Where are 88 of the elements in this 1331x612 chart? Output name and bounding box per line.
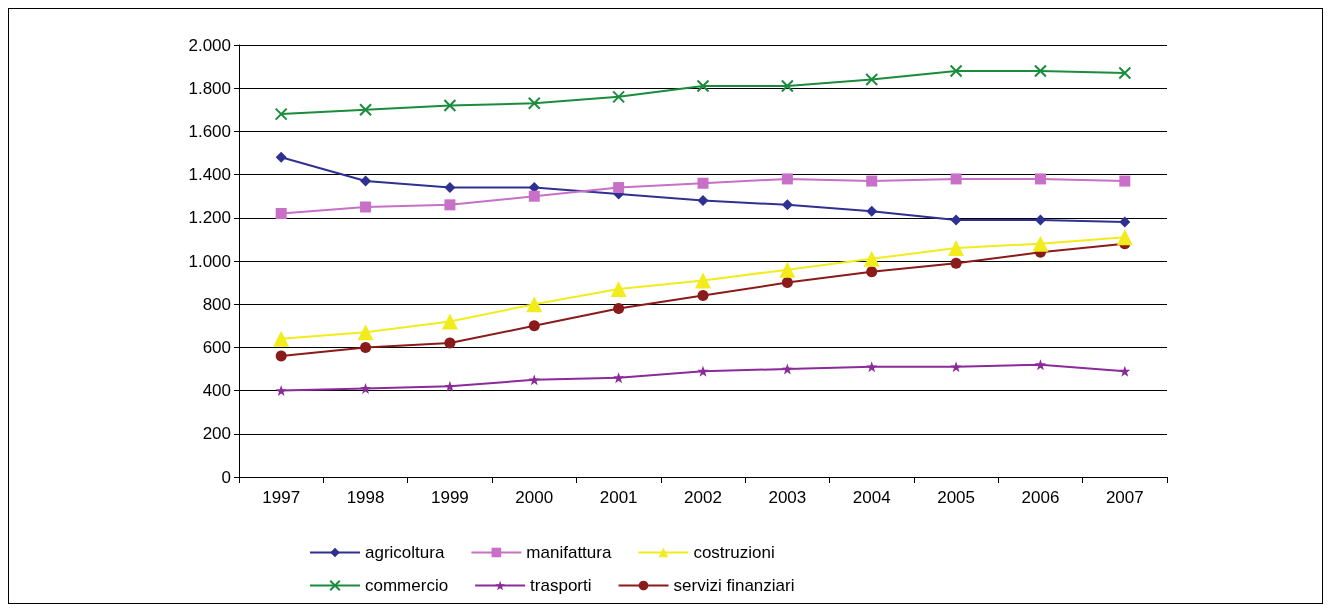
point [275,151,287,163]
point [950,173,962,185]
legend-label: servizi finanziari [673,576,795,595]
point [528,374,540,386]
point [1033,64,1047,78]
x-tick-label: 2006 [1021,488,1060,507]
point [950,361,962,373]
legend-label: manifattura [526,543,612,562]
point [781,173,793,185]
point [1118,66,1132,80]
point [780,79,794,93]
point [1032,235,1049,252]
point [863,250,880,267]
legend-label: costruzioni [693,543,775,562]
point [527,96,541,110]
x-tick-label: 2003 [768,488,807,507]
point [779,261,796,278]
x-tick-label: 2001 [599,488,638,507]
x-tick-label: 2007 [1105,488,1144,507]
y-tick-label: 1.200 [188,208,231,228]
point [866,175,878,187]
y-tick-label: 1.000 [188,251,231,271]
point [360,382,372,394]
y-tick-label: 1.400 [188,165,231,185]
x-tick-label: 2004 [852,488,891,507]
point [357,324,374,341]
point [613,182,625,194]
legend-label: agricoltura [365,543,445,562]
legend-label: trasporti [530,576,592,595]
y-tick-label: 0 [221,467,231,487]
point [781,363,793,375]
point [441,313,458,330]
point [1119,175,1131,187]
point [613,372,625,384]
y-tick-label: 400 [202,381,231,401]
point [948,240,965,257]
x-tick-label: 2005 [937,488,975,507]
point [360,201,372,213]
point [866,266,878,278]
point [275,350,287,362]
point [949,64,963,78]
point [950,214,962,226]
point [1034,173,1046,185]
point [613,303,625,315]
point [781,199,793,211]
x-tick-label: 1999 [431,488,469,507]
x-tick-label: 2000 [515,488,554,507]
point [697,177,709,189]
point [360,175,372,187]
point [443,98,457,112]
point [526,296,543,313]
point [275,385,287,397]
point [612,90,626,104]
point [697,290,709,302]
point [696,79,710,93]
y-tick-label: 2.000 [188,35,231,55]
point [444,337,456,349]
point [610,281,627,298]
point [781,277,793,289]
point [1119,365,1131,377]
point [528,320,540,332]
y-tick-label: 1.800 [188,78,231,98]
point [1116,229,1133,246]
y-tick-label: 1.600 [188,121,231,141]
point [865,73,879,87]
point [950,257,962,269]
y-tick-label: 200 [202,424,231,444]
point [1119,216,1131,228]
point [695,272,711,289]
y-tick-label: 800 [202,294,231,314]
point [275,207,287,219]
point [359,103,373,117]
point [444,182,456,194]
point [866,361,878,373]
point [273,330,290,347]
point [274,107,288,121]
point [697,195,709,207]
point [866,205,878,217]
point [528,190,540,202]
point [360,341,372,353]
legend-label: commercio [365,576,449,595]
point [697,365,709,377]
point [1034,359,1046,371]
y-tick-label: 600 [202,337,231,357]
x-tick-label: 2002 [684,488,722,507]
point [444,199,456,211]
x-tick-label: 1998 [346,488,385,507]
x-tick-label: 1997 [262,488,301,507]
